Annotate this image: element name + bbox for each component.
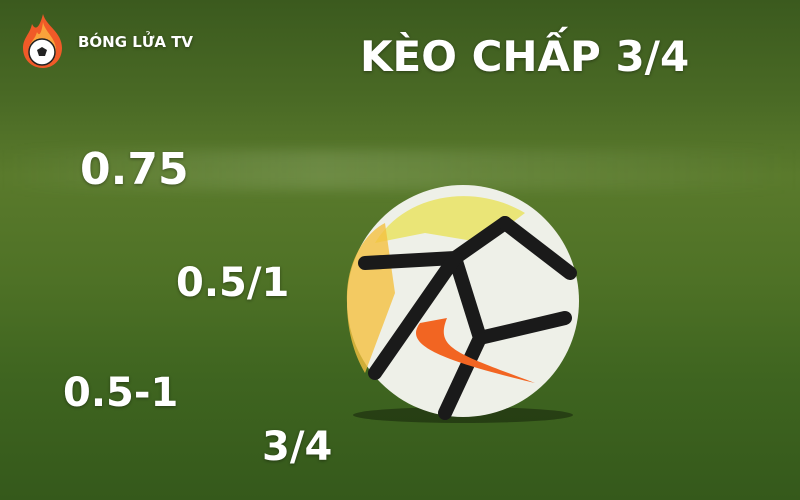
handicap-label: 0.5-1 xyxy=(63,370,179,416)
flame-soccer-ball-icon xyxy=(23,14,62,68)
handicap-label: 0.75 xyxy=(80,144,189,195)
pitch-line xyxy=(0,150,800,190)
brand-name: BÓNG LỬA TV xyxy=(78,33,194,51)
handicap-label: 0.5/1 xyxy=(176,260,290,306)
soccer-ball-image xyxy=(346,185,579,423)
handicap-label: 3/4 xyxy=(262,424,333,470)
page-title: KÈO CHẤP 3/4 xyxy=(360,32,690,81)
